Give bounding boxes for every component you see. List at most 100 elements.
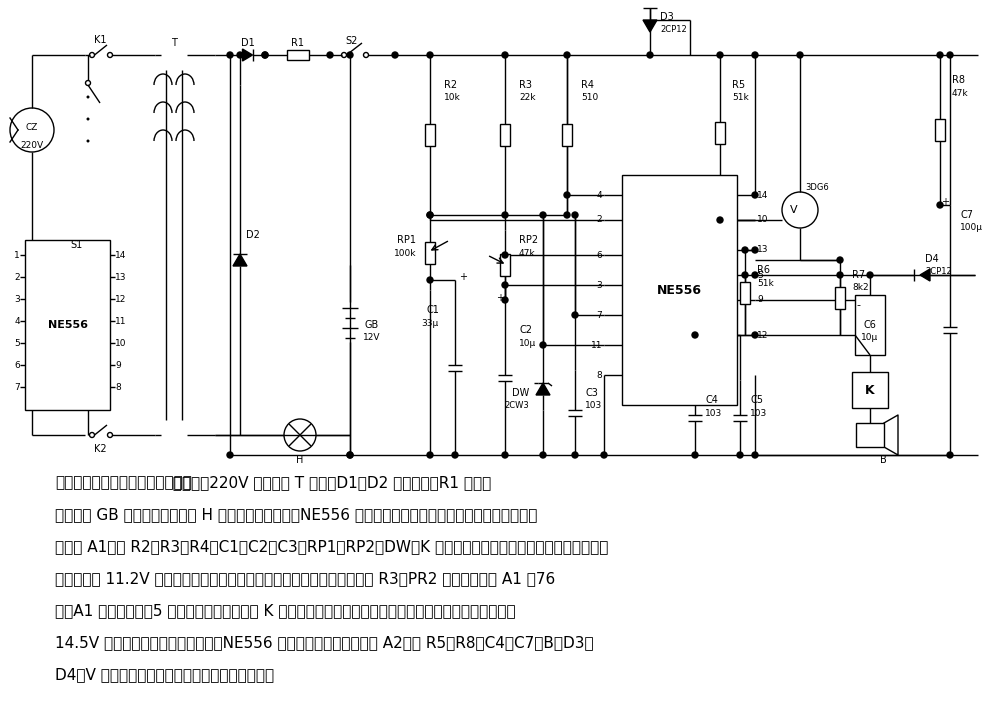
Circle shape xyxy=(601,452,607,458)
Text: 33μ: 33μ xyxy=(422,318,439,328)
Text: CZ: CZ xyxy=(26,123,39,131)
Text: NE556: NE556 xyxy=(657,283,702,296)
Text: C4: C4 xyxy=(705,395,718,405)
Circle shape xyxy=(502,452,508,458)
Text: 2: 2 xyxy=(15,273,20,281)
Text: D1: D1 xyxy=(241,38,255,48)
Text: 103: 103 xyxy=(750,408,768,418)
Text: C1: C1 xyxy=(426,305,439,315)
Text: S2: S2 xyxy=(346,36,359,46)
Text: 5: 5 xyxy=(757,271,763,279)
Text: C5: C5 xyxy=(750,395,763,405)
Text: 9: 9 xyxy=(757,296,763,304)
Text: 电压下降到 11.2V 时（经过试验的发电机最低启动电压）其低电压信号经 R3、PR2 检测，输入到 A1 的76: 电压下降到 11.2V 时（经过试验的发电机最低启动电压）其低电压信号经 R3、… xyxy=(55,571,555,586)
Text: R2: R2 xyxy=(444,80,457,90)
Text: 充电时，220V 交流电经 T 降压，D1、D2 全波整流，R1 限流，: 充电时，220V 交流电经 T 降压，D1、D2 全波整流，R1 限流， xyxy=(163,476,491,491)
Circle shape xyxy=(742,272,748,278)
Circle shape xyxy=(837,272,843,278)
Circle shape xyxy=(947,452,953,458)
Text: R1: R1 xyxy=(290,38,303,48)
Circle shape xyxy=(572,452,578,458)
Circle shape xyxy=(87,139,90,143)
Text: 103: 103 xyxy=(585,401,603,411)
Bar xyxy=(852,372,888,408)
Circle shape xyxy=(837,257,843,263)
Text: 4: 4 xyxy=(15,316,20,326)
Circle shape xyxy=(752,332,758,338)
Text: 10μ: 10μ xyxy=(519,338,536,348)
Polygon shape xyxy=(233,254,247,266)
Circle shape xyxy=(87,118,90,121)
Circle shape xyxy=(327,52,333,58)
Text: 向蓄电池 GB 充电、同时，灯泡 H 发光，作充电指示。NE556 是一块双时基集成电路，其中的一个时基电路: 向蓄电池 GB 充电、同时，灯泡 H 发光，作充电指示。NE556 是一块双时基… xyxy=(55,508,537,523)
Circle shape xyxy=(227,52,233,58)
Text: 6: 6 xyxy=(14,361,20,370)
Text: 220V: 220V xyxy=(21,141,43,151)
Text: 7: 7 xyxy=(14,383,20,391)
Text: 8k2: 8k2 xyxy=(852,283,868,293)
Polygon shape xyxy=(920,269,930,281)
Text: 100k: 100k xyxy=(393,248,416,258)
Text: B: B xyxy=(880,455,887,465)
Bar xyxy=(935,119,945,141)
Text: 14: 14 xyxy=(115,251,126,259)
Text: 2CP12: 2CP12 xyxy=(660,26,687,34)
Circle shape xyxy=(427,212,433,218)
Circle shape xyxy=(502,297,508,303)
Text: 9: 9 xyxy=(115,361,121,370)
Text: 11: 11 xyxy=(115,316,126,326)
Circle shape xyxy=(737,452,743,458)
Circle shape xyxy=(752,52,758,58)
Text: 8: 8 xyxy=(596,371,602,380)
Circle shape xyxy=(427,212,433,218)
Bar xyxy=(715,121,725,144)
Text: 2CP12: 2CP12 xyxy=(925,268,951,276)
Text: 脚，A1 被触发置位，5 脚输出高电平，继电器 K 吸合，电路开始对蓄电池充电。当蓄电池电压被充到最高值: 脚，A1 被触发置位，5 脚输出高电平，继电器 K 吸合，电路开始对蓄电池充电。… xyxy=(55,603,516,618)
Text: 12: 12 xyxy=(115,294,126,303)
Bar xyxy=(835,286,845,308)
Text: （称为 A1）和 R2、R3、R4、C1、C2、C3、RP1、RP2、DW、K 等组成蓄电池电压检测控制电路。当蓄电池: （称为 A1）和 R2、R3、R4、C1、C2、C3、RP1、RP2、DW、K … xyxy=(55,540,609,555)
Text: DW: DW xyxy=(512,388,529,398)
Circle shape xyxy=(427,452,433,458)
Text: 51k: 51k xyxy=(732,94,749,103)
Circle shape xyxy=(262,52,268,58)
Text: 510: 510 xyxy=(581,94,599,103)
Text: 10: 10 xyxy=(757,216,769,224)
Bar xyxy=(425,241,435,263)
Text: 10μ: 10μ xyxy=(862,333,878,343)
Text: C2: C2 xyxy=(519,325,532,335)
Text: 51k: 51k xyxy=(757,278,774,288)
Text: D3: D3 xyxy=(660,12,674,22)
Text: 4: 4 xyxy=(597,191,602,199)
Circle shape xyxy=(237,52,243,58)
Circle shape xyxy=(717,217,723,223)
Text: D4、V 组成蓄电池充电自动识别和音响提醒电路。: D4、V 组成蓄电池充电自动识别和音响提醒电路。 xyxy=(55,668,274,683)
Circle shape xyxy=(347,52,353,58)
Text: 12V: 12V xyxy=(364,333,380,343)
Text: T: T xyxy=(171,38,177,48)
Text: 103: 103 xyxy=(705,408,722,418)
Circle shape xyxy=(502,212,508,218)
Circle shape xyxy=(572,212,578,218)
Polygon shape xyxy=(536,383,550,395)
Text: 10: 10 xyxy=(115,338,126,348)
Text: R7: R7 xyxy=(852,270,865,280)
Text: R3: R3 xyxy=(519,80,532,90)
Circle shape xyxy=(540,212,546,218)
Bar xyxy=(622,175,737,405)
Bar xyxy=(500,124,510,146)
Circle shape xyxy=(937,52,943,58)
Circle shape xyxy=(717,52,723,58)
Circle shape xyxy=(692,332,698,338)
Circle shape xyxy=(540,452,546,458)
Text: 12: 12 xyxy=(757,331,769,339)
Text: GB: GB xyxy=(365,320,379,330)
Circle shape xyxy=(392,52,398,58)
Circle shape xyxy=(564,212,570,218)
Text: R5: R5 xyxy=(732,80,745,90)
Circle shape xyxy=(564,52,570,58)
Circle shape xyxy=(502,282,508,288)
Circle shape xyxy=(564,192,570,198)
Circle shape xyxy=(867,272,873,278)
Bar xyxy=(25,240,110,410)
